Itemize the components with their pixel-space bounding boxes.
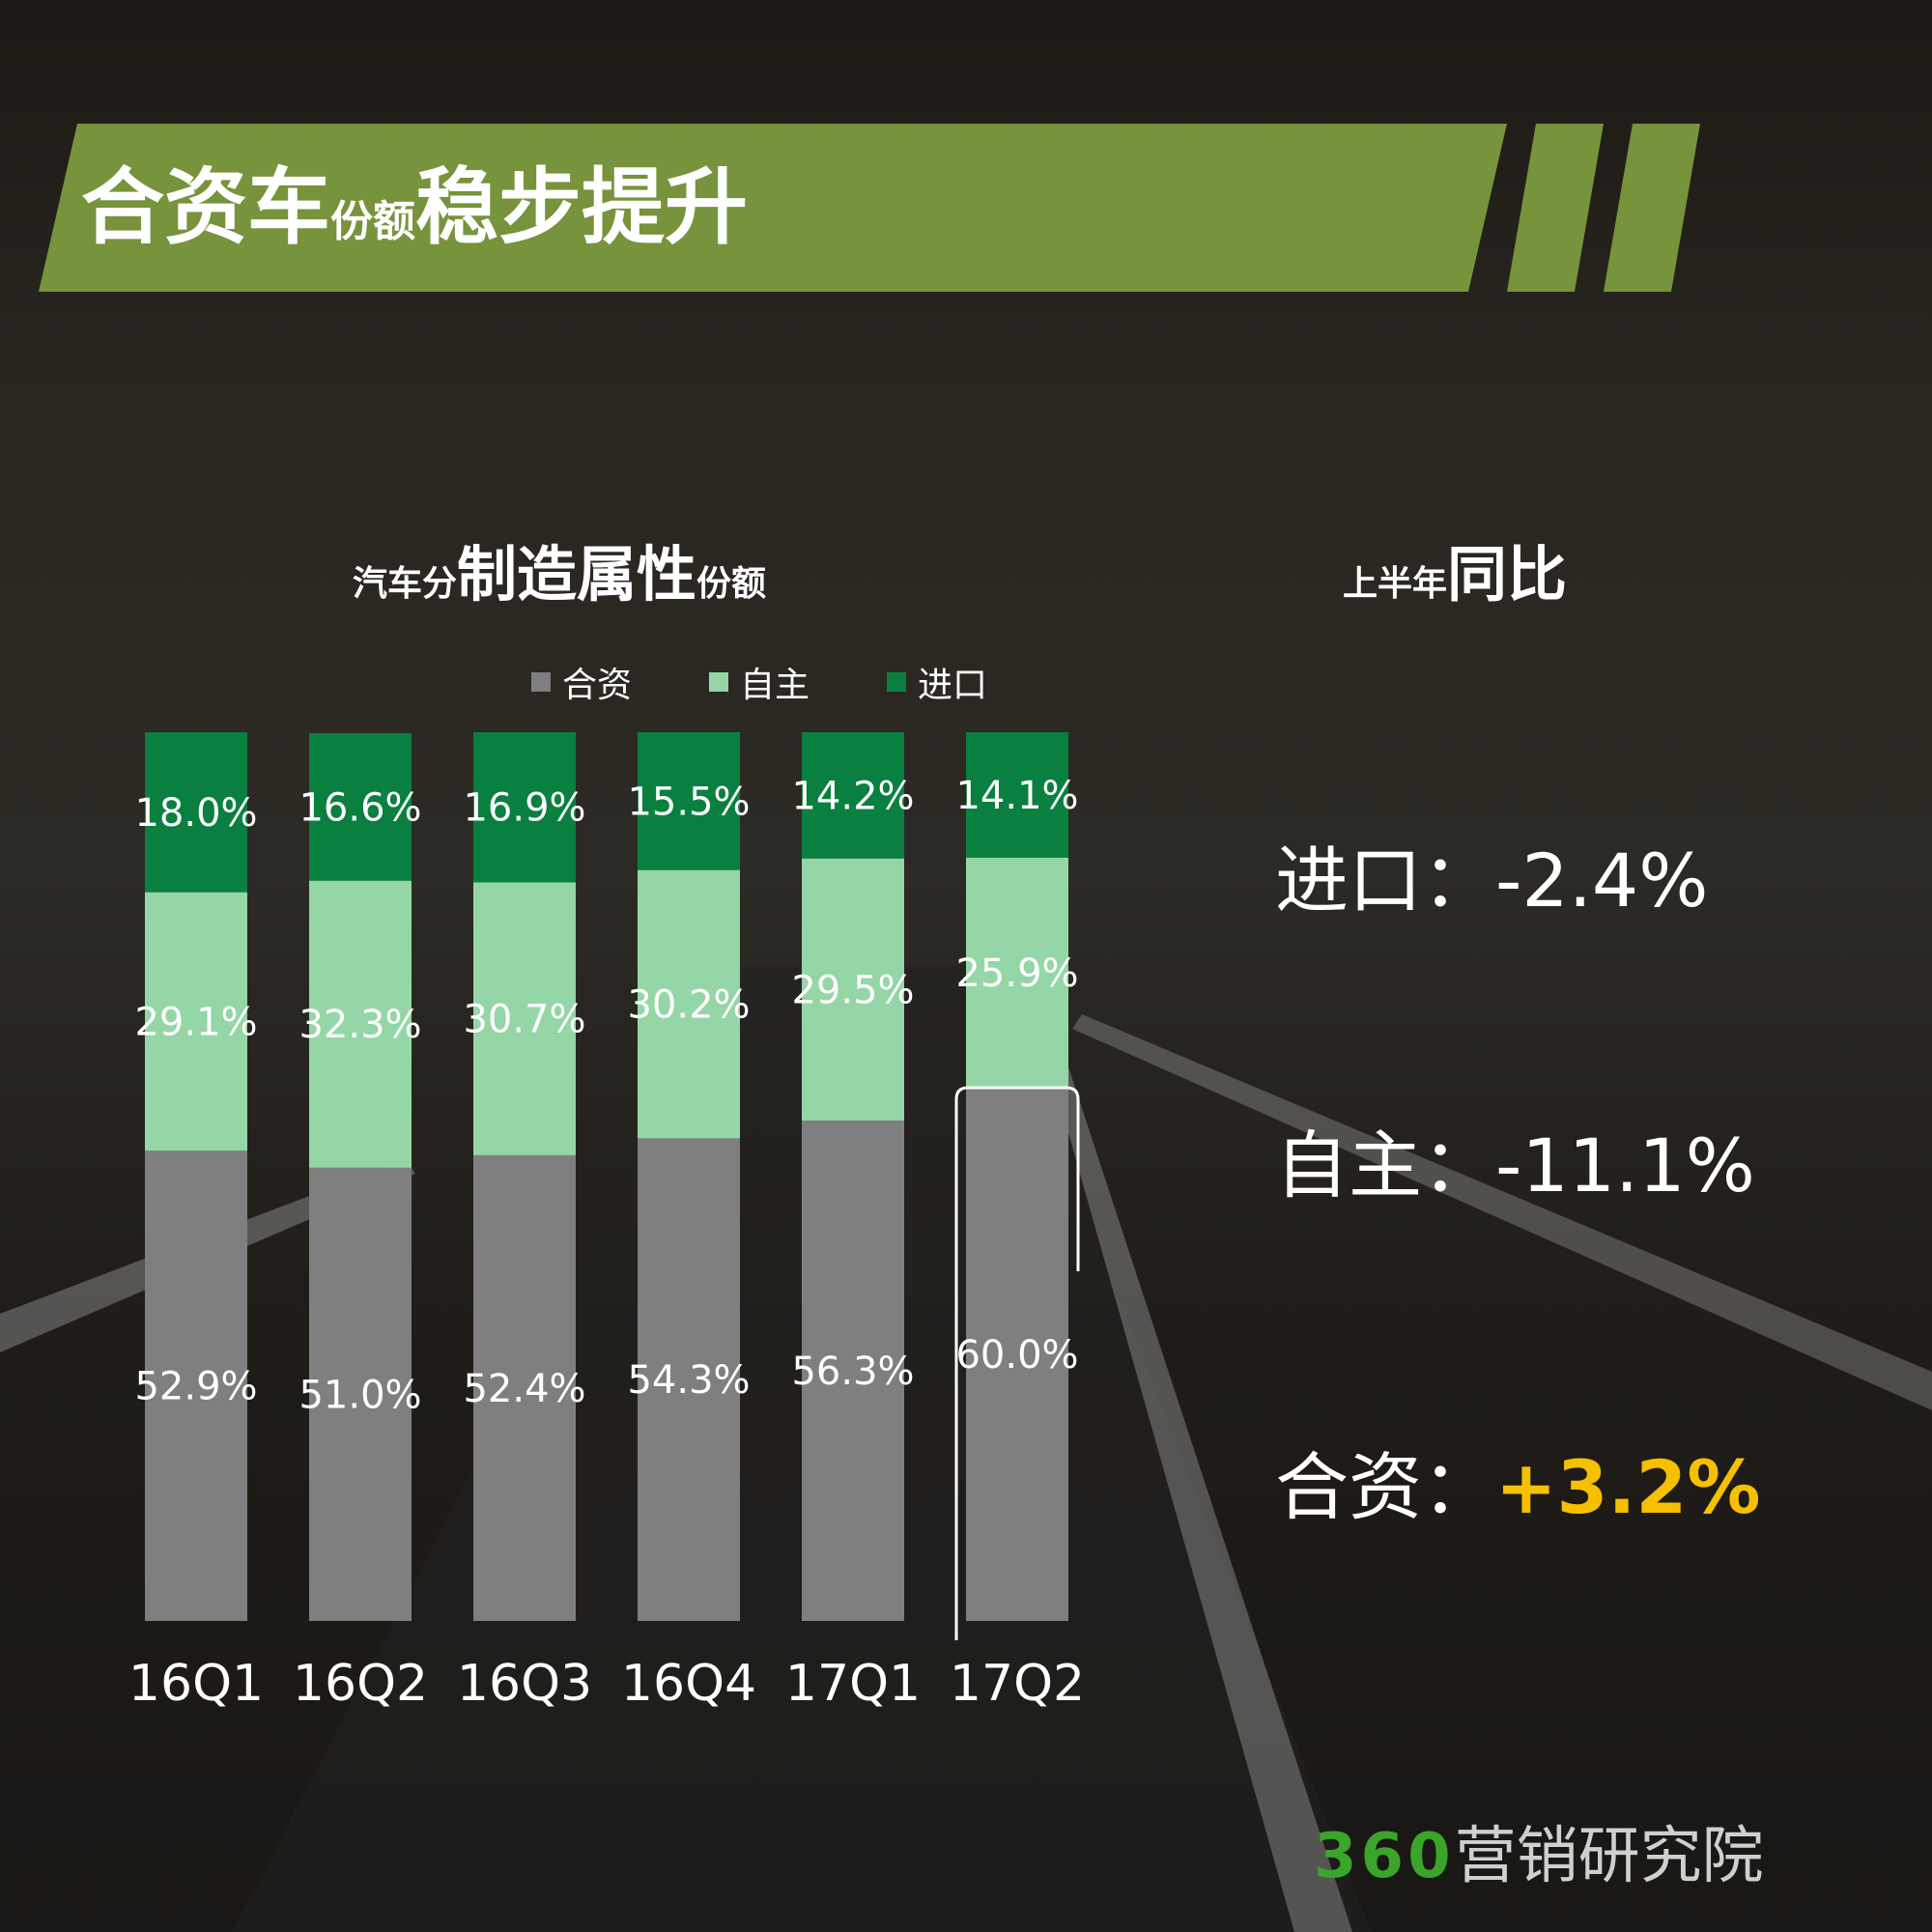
bar-segment-17Q2-合资 (966, 1088, 1068, 1621)
yoy-label: 自主 (1275, 1122, 1422, 1208)
legend-label: 进口 (918, 666, 988, 705)
x-tick-label: 16Q1 (128, 1655, 264, 1713)
data-label: 15.5% (627, 780, 750, 824)
brand-text: 营销研究院 (1454, 1821, 1764, 1892)
bar-segment-16Q1-自主 (145, 892, 247, 1151)
x-tick-label: 16Q3 (457, 1655, 592, 1713)
chart-title: 汽车分制造属性份额 (353, 531, 855, 634)
bar-segment-16Q3-自主 (473, 882, 576, 1155)
data-label: 25.9% (955, 952, 1078, 996)
yoy-row-jv: 合资：+3.2% (1275, 1428, 1760, 1534)
chart-title-3: 份额 (696, 564, 767, 604)
bar-segment-16Q2-自主 (309, 880, 412, 1168)
data-label: 30.7% (463, 998, 585, 1042)
yoy-title-2: 同比 (1447, 539, 1568, 610)
bar-segment-16Q4-合资 (638, 1138, 740, 1621)
legend-label: 自主 (740, 666, 810, 705)
data-label: 14.2% (791, 774, 914, 818)
yoy-sep: ： (1422, 1444, 1495, 1530)
bar-segment-16Q3-合资 (473, 1154, 576, 1621)
legend-swatch (887, 672, 907, 692)
bar-segment-16Q2-进口 (309, 732, 412, 881)
data-label: 30.2% (627, 983, 750, 1028)
brand-number: 360 (1314, 1821, 1455, 1892)
bar-segment-17Q2-自主 (966, 857, 1068, 1088)
bar-segment-16Q3-进口 (473, 732, 576, 883)
bar-segment-16Q1-合资 (145, 1151, 247, 1621)
page-title: 合资车份额稳步提升 (81, 145, 748, 270)
data-label: 16.9% (463, 786, 585, 831)
x-tick-label: 16Q2 (293, 1655, 428, 1713)
legend-item-jv: 合资 (531, 657, 632, 707)
data-label: 29.5% (791, 968, 914, 1012)
legend-item-domestic: 自主 (709, 657, 810, 707)
yoy-label: 合资 (1275, 1444, 1422, 1530)
yoy-row-domestic: 自主：-11.1% (1275, 1106, 1755, 1212)
brand-logo: 360营销研究院 (1314, 1806, 1764, 1895)
data-label: 56.3% (791, 1350, 914, 1394)
legend-swatch (709, 672, 729, 692)
data-label: 32.3% (298, 1003, 421, 1047)
data-label: 16.6% (298, 785, 421, 830)
bar-segment-17Q1-进口 (802, 732, 904, 859)
title-text-3: 稳步提升 (415, 159, 748, 256)
bar-segment-17Q1-合资 (802, 1121, 904, 1621)
legend-label: 合资 (562, 666, 633, 705)
chart-title-2: 制造属性 (457, 539, 697, 610)
title-text-1: 合资车 (81, 159, 330, 256)
yoy-value-highlight: +3.2% (1495, 1444, 1761, 1530)
bar-segment-16Q2-合资 (309, 1167, 412, 1621)
yoy-title-1: 上半年 (1343, 564, 1448, 604)
data-label: 18.0% (134, 791, 257, 836)
yoy-value: -2.4% (1495, 838, 1709, 923)
yoy-sep: ： (1422, 838, 1495, 923)
chart-legend: 合资 自主 进口 (531, 657, 987, 707)
data-label: 29.1% (134, 1000, 257, 1044)
data-label: 52.9% (134, 1365, 257, 1409)
x-tick-label: 17Q1 (785, 1655, 921, 1713)
chart-title-1: 汽车分 (353, 564, 458, 604)
title-text-2: 份额 (330, 197, 415, 246)
legend-swatch (531, 672, 551, 692)
title-banner (39, 124, 1507, 292)
bar-segment-17Q2-进口 (966, 732, 1068, 858)
yoy-title: 上半年同比 (1343, 531, 1567, 634)
x-tick-label: 17Q2 (950, 1655, 1085, 1713)
yoy-sep: ： (1422, 1122, 1495, 1208)
data-label: 54.3% (627, 1358, 750, 1403)
highlight-bracket (954, 1086, 1080, 1640)
data-label: 14.1% (955, 774, 1078, 818)
data-label: 60.0% (955, 1333, 1078, 1378)
data-label: 52.4% (463, 1367, 585, 1411)
data-label: 51.0% (298, 1373, 421, 1417)
yoy-value: -11.1% (1495, 1122, 1755, 1208)
x-tick-label: 16Q4 (621, 1655, 756, 1713)
yoy-label: 进口 (1275, 838, 1422, 923)
bar-segment-16Q1-进口 (145, 732, 247, 893)
bar-segment-16Q4-自主 (638, 869, 740, 1139)
legend-item-import: 进口 (887, 657, 987, 707)
bar-segment-16Q4-进口 (638, 732, 740, 870)
bar-segment-17Q1-自主 (802, 858, 904, 1122)
yoy-row-import: 进口：-2.4% (1275, 821, 1709, 927)
